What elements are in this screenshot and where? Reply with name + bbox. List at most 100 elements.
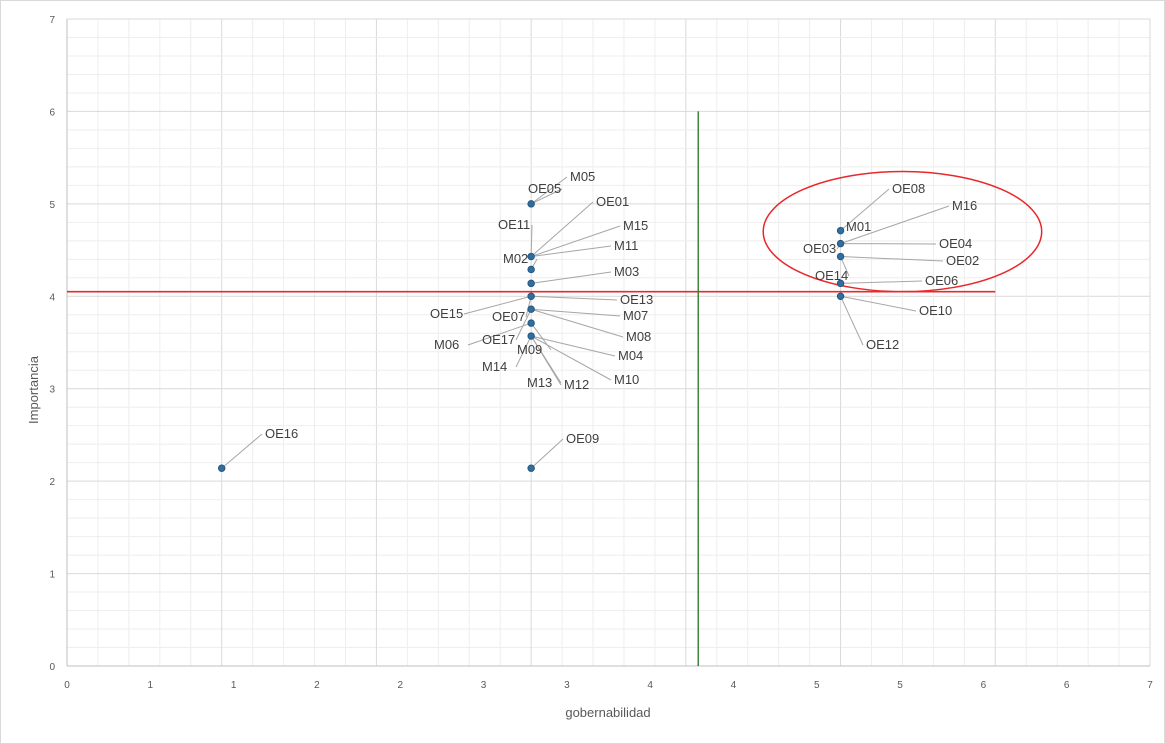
data-label: M03 [614,264,639,279]
label-leader-line [840,295,917,312]
data-label: OE15 [430,306,463,321]
x-tick-label: 1 [148,680,154,691]
label-leader-line [531,271,612,284]
x-tick-label: 0 [64,680,70,691]
x-tick-label: 2 [397,680,403,691]
y-tick-label: 7 [49,15,55,26]
data-label: OE03 [803,241,836,256]
data-point [527,200,535,208]
highlight-ellipse [762,170,1043,293]
label-leader-line [840,188,890,232]
label-leader-line [530,438,564,469]
label-leader-line [530,201,594,257]
data-label: M14 [482,359,507,374]
data-point [527,332,535,340]
x-tick-label: 5 [814,680,820,691]
data-label: M16 [952,198,977,213]
data-point [218,464,226,472]
data-label: M08 [626,329,651,344]
data-label: M13 [527,375,552,390]
data-label: OE16 [265,426,298,441]
axes: 0 1 1 2 2 3 3 4 4 5 5 6 6 7 0 1 2 3 4 5 6 7 [49,15,1153,691]
data-point [527,265,535,274]
reference-lines [67,111,1043,666]
y-tick-label: 5 [49,200,55,211]
data-point [836,279,845,288]
data-label: M01 [846,219,871,234]
x-tick-label: 6 [981,680,987,691]
data-label: OE06 [925,273,958,288]
data-label: M11 [614,238,638,253]
y-tick-label: 1 [49,570,55,581]
label-leader-line [530,176,568,205]
data-point [527,319,535,327]
data-label: OE14 [815,268,848,283]
data-label: OE12 [866,337,899,352]
label-leader-line [530,224,533,257]
data-label: M02 [503,251,528,266]
label-leader-line [840,205,950,245]
data-label: OE09 [566,431,599,446]
label-leader-line [221,433,263,469]
y-tick-label: 0 [49,662,55,673]
data-label: OE02 [946,253,979,268]
data-label: M07 [623,308,648,323]
x-tick-label: 3 [564,680,570,691]
data-label: M12 [564,377,589,392]
y-tick-label: 6 [49,107,55,118]
data-label: OE08 [892,181,925,196]
data-label: OE13 [620,292,653,307]
data-label: M09 [517,342,542,357]
data-label: OE07 [492,309,525,324]
label-leader-line [840,280,923,284]
data-label: OE11 [498,217,530,232]
data-label: OE01 [596,194,629,209]
label-leader-line [530,335,562,384]
x-axis-title: gobernabilidad [565,705,650,720]
label-leader-line [531,245,612,258]
data-label: M05 [570,169,595,184]
data-label: OE05 [528,181,561,196]
data-point [527,305,535,313]
data-labels: M05 OE05 OE01 OE11 M15 M11 M02 M03 OE13 OE15 OE07 M… [265,169,979,446]
label-leader-line [530,188,563,205]
data-label: OE10 [919,303,952,318]
x-tick-label: 2 [314,680,320,691]
data-label: M10 [614,372,639,387]
y-tick-label: 4 [49,292,55,303]
label-leader-line [515,309,532,341]
gridlines [66,18,1151,667]
x-tick-label: 6 [1064,680,1070,691]
data-point [527,252,535,261]
data-point [836,226,845,235]
label-leader-line [531,308,621,317]
x-tick-label: 1 [231,680,237,691]
label-leader-line [530,308,624,338]
data-label: OE04 [939,236,972,251]
x-tick-label: 3 [481,680,487,691]
data-label: M04 [618,348,643,363]
label-leader-line [530,225,621,258]
data-label: OE17 [482,332,515,347]
x-tick-label: 7 [1147,680,1153,691]
label-leader-line [463,295,532,315]
y-axis-title: Importancia [26,355,41,424]
data-point [527,464,535,472]
data-point [527,292,535,300]
label-leader-line [840,256,944,262]
label-leader-line [530,335,612,381]
label-leader-line [840,296,864,346]
data-points [218,200,845,472]
x-tick-label: 4 [731,680,737,691]
data-point [836,252,845,261]
data-point [527,279,535,288]
data-point [836,292,845,300]
data-label: M15 [623,218,648,233]
label-leader-line [515,335,532,368]
y-tick-label: 2 [49,477,55,488]
data-point [836,239,845,248]
label-leader-line [531,295,618,301]
